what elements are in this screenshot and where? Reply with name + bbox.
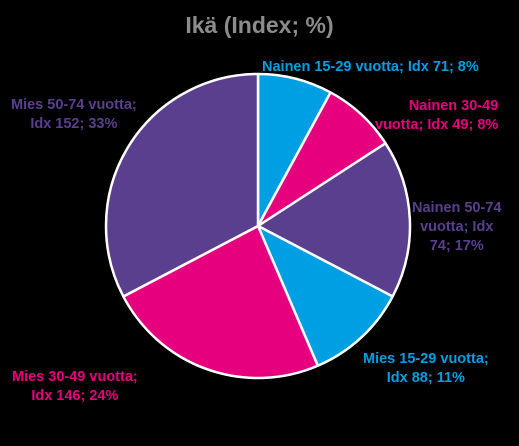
slice-label-line: Mies 15-29 vuotta;	[363, 351, 489, 367]
slice-label-nainen-15-29: Nainen 15-29 vuotta; Idx 71; 8%	[262, 58, 479, 77]
slice-label-line: Nainen 15-29 vuotta; Idx 71; 8%	[262, 59, 479, 75]
slice-label-line: Idx 146; 24%	[31, 388, 119, 404]
slice-label-line: Mies 30-49 vuotta;	[12, 369, 138, 385]
slice-label-line: Idx 152; 33%	[30, 116, 118, 132]
slice-label-line: vuotta; Idx 49; 8%	[375, 117, 499, 133]
pie-slice-5	[104, 72, 260, 298]
slice-label-line: vuotta; Idx	[420, 219, 494, 235]
slice-label-line: Idx 88; 11%	[386, 370, 465, 386]
slice-label-mies-50-74: Mies 50-74 vuotta; Idx 152; 33%	[11, 96, 137, 134]
slice-label-mies-15-29: Mies 15-29 vuotta; Idx 88; 11%	[363, 350, 489, 388]
pie-slice-4	[122, 224, 320, 380]
pie-slice-2	[256, 142, 412, 298]
chart-title: Ikä (Index; %)	[185, 12, 334, 38]
slice-label-line: Nainen 50-74	[412, 200, 502, 216]
slice-label-line: 74; 17%	[429, 238, 484, 254]
slice-label-line: Nainen 30-49	[408, 98, 499, 114]
slice-label-nainen-30-49: Nainen 30-49 vuotta; Idx 49; 8%	[375, 97, 498, 135]
slice-label-nainen-50-74: Nainen 50-74 vuotta; Idx 74; 17%	[412, 199, 501, 256]
slice-label-line: Mies 50-74 vuotta;	[11, 97, 137, 113]
pie-slice-3	[256, 224, 394, 367]
slice-label-mies-30-49: Mies 30-49 vuotta; Idx 146; 24%	[12, 368, 138, 406]
